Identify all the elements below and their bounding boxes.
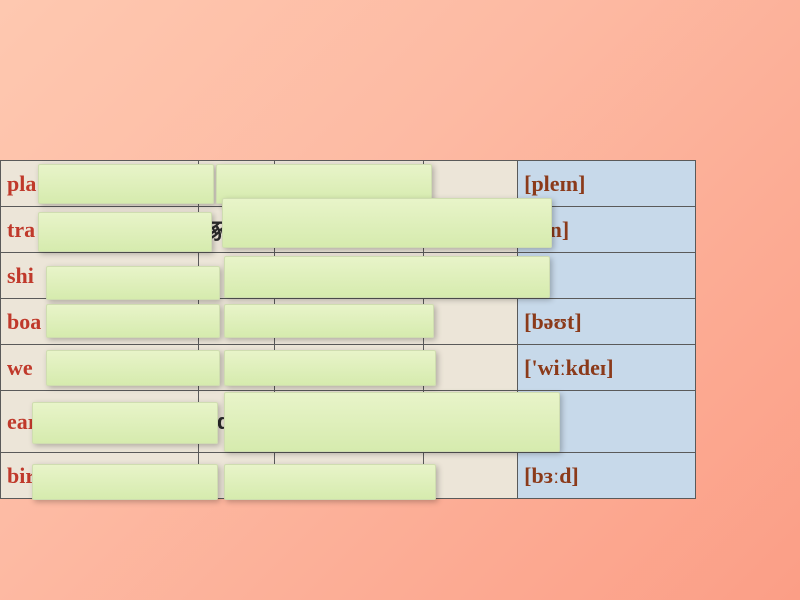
cover-overlay — [222, 198, 552, 248]
cover-overlay — [38, 212, 212, 252]
extra-cell — [424, 345, 518, 391]
ipa-cell: ['wiːkdeɪ] — [518, 345, 696, 391]
cover-overlay — [38, 164, 214, 204]
ipa-cell: [bəʊt] — [518, 299, 696, 345]
cover-overlay — [46, 304, 220, 338]
cover-overlay — [224, 464, 436, 500]
extra-cell — [424, 299, 518, 345]
ipa-cell: [bɜːd] — [518, 453, 696, 499]
cover-overlay — [32, 464, 218, 500]
cover-overlay — [224, 392, 560, 452]
cover-overlay — [46, 350, 220, 386]
cover-overlay — [224, 350, 436, 386]
cover-overlay — [46, 266, 220, 300]
cover-overlay — [224, 304, 434, 338]
cover-overlay — [32, 402, 218, 444]
cover-overlay — [224, 256, 550, 298]
extra-cell — [424, 453, 518, 499]
